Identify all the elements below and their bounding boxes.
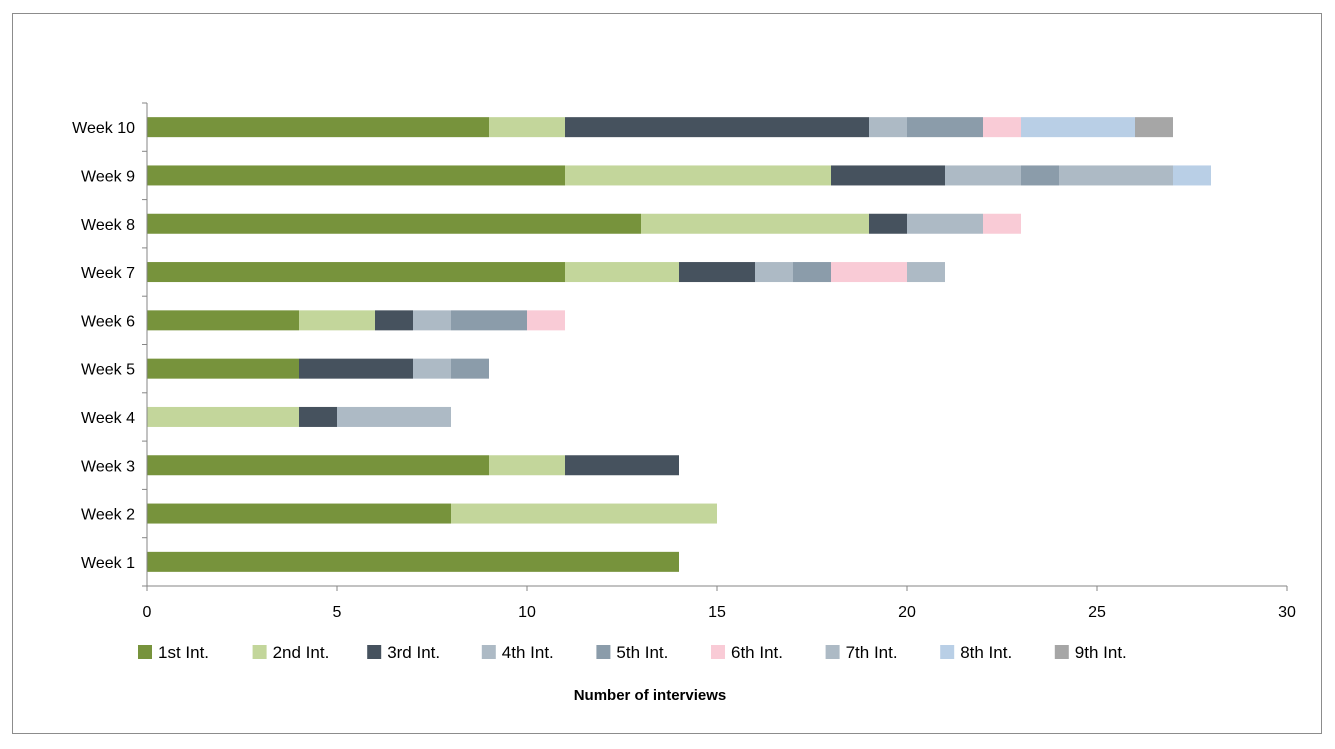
bar-segment [831,165,945,186]
legend-label: 6th Int. [731,643,783,662]
bar-segment [147,117,489,138]
bar-segment [907,117,983,138]
y-tick-label: Week 8 [81,217,135,234]
bar-segment [907,262,945,283]
legend-label: 5th Int. [616,643,668,662]
bar-segment [451,310,527,331]
x-axis: 0 5 10 15 20 25 30 [143,585,1296,621]
bar-segment [983,117,1021,138]
bar-segment [983,213,1021,234]
legend-label: 4th Int. [502,643,554,662]
bar-segment [147,213,641,234]
x-tick-label: 0 [143,604,152,621]
legend-swatch [711,645,725,659]
bar-segment [147,358,299,379]
bar-segment [489,117,565,138]
legend-swatch [596,645,611,659]
bar-segment [1173,165,1211,186]
y-tick-label: Week 4 [81,410,135,427]
bar-segment [299,358,413,379]
bar-segment [1135,117,1173,138]
legend-swatch [481,645,496,659]
bar-segment [679,262,755,283]
legend-swatch [1054,645,1069,659]
bar-segment [1059,165,1173,186]
bar-segment [451,358,489,379]
bar-segment [147,262,565,283]
bar-segment [869,117,907,138]
legend-label: 3rd Int. [387,643,440,662]
x-tick-label: 10 [518,604,536,621]
legend-label: 2nd Int. [273,643,330,662]
bar-segment [337,406,451,427]
bar-segment [565,165,831,186]
y-tick-label: Week 7 [81,265,135,282]
bar-segment [413,358,451,379]
legend-label: 7th Int. [846,643,898,662]
bar-segment [1021,117,1135,138]
legend-label: 8th Int. [960,643,1012,662]
bar-segment [147,165,565,186]
bar-segment [755,262,793,283]
bar-segment [299,310,375,331]
x-tick-label: 25 [1088,604,1106,621]
bars-group [147,117,1211,572]
x-tick-label: 20 [898,604,916,621]
bar-segment [299,406,337,427]
x-tick-label: 15 [708,604,726,621]
bar-segment [641,213,869,234]
bar-segment [147,406,299,427]
bar-segment [1021,165,1059,186]
bar-segment [565,262,679,283]
bar-segment [869,213,907,234]
legend-swatch [940,645,955,659]
legend-label: 9th Int. [1075,643,1127,662]
bar-segment [945,165,1021,186]
y-tick-label: Week 2 [81,507,135,524]
x-tick-label: 30 [1278,604,1296,621]
legend: 1st Int. 2nd Int. 3rd Int. 4th Int. 5th Int.… [138,643,1127,662]
bar-segment [793,262,831,283]
y-axis: Week 1 Week 2 Week 3 Week 4 Week 5 Week 6 Week… [72,102,148,587]
bar-segment [413,310,451,331]
bar-segment [451,503,717,524]
bar-segment [147,551,679,572]
y-tick-label: Week 6 [81,313,135,330]
bar-segment [907,213,983,234]
bar-segment [147,455,489,476]
legend-label: 1st Int. [158,643,209,662]
y-tick-label: Week 5 [81,362,135,379]
bar-segment [147,503,451,524]
bar-segment [565,455,679,476]
x-axis-label: Number of interviews [574,687,727,704]
bar-segment [565,117,869,138]
y-tick-label: Week 9 [81,168,135,185]
y-tick-label: Week 1 [81,555,135,572]
y-tick-label: Week 3 [81,458,135,475]
bar-segment [147,310,299,331]
legend-swatch [252,645,267,659]
legend-swatch [367,645,382,659]
bar-segment [375,310,413,331]
bar-segment [489,455,565,476]
legend-swatch [825,645,840,659]
x-tick-label: 5 [333,604,342,621]
legend-swatch [138,645,152,659]
bar-segment [527,310,565,331]
y-tick-label: Week 10 [72,120,135,137]
bar-segment [831,262,907,283]
